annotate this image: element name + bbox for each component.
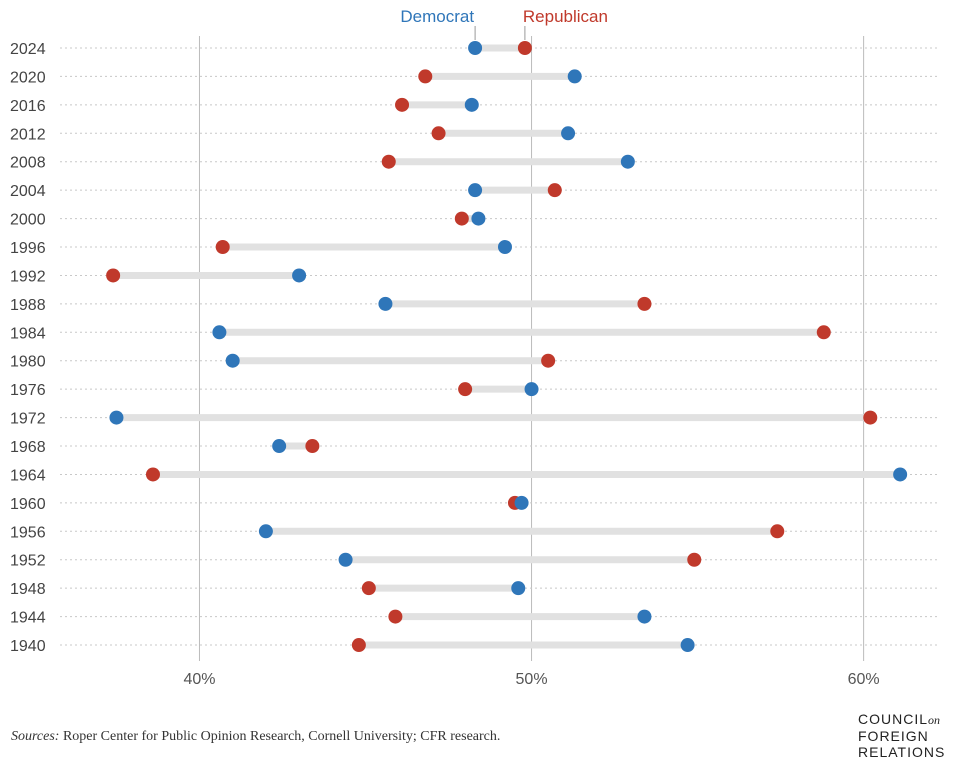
- dot-layer: [106, 41, 908, 653]
- year-label-2012: 2012: [10, 126, 46, 143]
- year-label-1980: 1980: [10, 354, 46, 371]
- democrat-dot-2016: [464, 97, 479, 112]
- democrat-dot-1952: [338, 552, 353, 567]
- year-label-1984: 1984: [10, 325, 46, 342]
- republican-dot-1968: [305, 439, 320, 454]
- legend-democrat-label: Democrat: [400, 7, 474, 26]
- logo-line1: COUNCIL: [858, 711, 929, 727]
- year-label-1940: 1940: [10, 638, 46, 655]
- year-label-2016: 2016: [10, 98, 46, 115]
- democrat-dot-1968: [272, 439, 287, 454]
- year-label-1972: 1972: [10, 411, 46, 428]
- year-label-1952: 1952: [10, 553, 46, 570]
- republican-dot-1940: [351, 638, 366, 653]
- year-label-2000: 2000: [10, 212, 46, 229]
- democrat-dot-1944: [637, 609, 652, 624]
- grid-layer: [60, 36, 940, 662]
- republican-dot-2020: [418, 69, 433, 84]
- x-tick-label-60: 60%: [848, 671, 880, 688]
- bar-layer: [113, 44, 901, 649]
- democrat-dot-1988: [378, 296, 393, 311]
- democrat-dot-1972: [109, 410, 124, 425]
- year-label-1956: 1956: [10, 524, 46, 541]
- legend-republican-label: Republican: [523, 7, 608, 26]
- republican-dot-1976: [458, 382, 473, 397]
- republican-dot-1944: [388, 609, 403, 624]
- year-label-1960: 1960: [10, 496, 46, 513]
- republican-dot-1964: [145, 467, 160, 482]
- democrat-dot-2000: [471, 211, 486, 226]
- democrat-dot-2008: [620, 154, 635, 169]
- dumbbell-chart: 40% 50% 60% 2024 2020 2016 2012 2008 2004 2000 199…: [10, 7, 940, 688]
- source-text: Roper Center for Public Opinion Research…: [59, 729, 501, 744]
- republican-dot-1972: [863, 410, 878, 425]
- democrat-dot-2024: [468, 41, 483, 55]
- democrat-dot-1996: [497, 240, 512, 255]
- democrat-dot-2020: [567, 69, 582, 84]
- republican-dot-2016: [395, 97, 410, 112]
- source-label: Sources:: [11, 729, 60, 744]
- year-label-1968: 1968: [10, 439, 46, 456]
- republican-dot-2008: [381, 154, 396, 169]
- year-label-1988: 1988: [10, 297, 46, 314]
- democrat-dot-1980: [225, 353, 240, 368]
- republican-dot-1980: [541, 353, 556, 368]
- democrat-dot-1956: [258, 524, 273, 539]
- democrat-dot-1976: [524, 382, 539, 397]
- x-tick-label-40: 40%: [183, 671, 215, 688]
- democrat-dot-1940: [680, 638, 695, 653]
- republican-dot-2000: [454, 211, 469, 226]
- republican-dot-2004: [547, 183, 562, 198]
- republican-dot-1948: [361, 581, 376, 596]
- x-tick-label-50: 50%: [516, 671, 548, 688]
- year-label-2008: 2008: [10, 155, 46, 172]
- republican-dot-2024: [517, 41, 532, 55]
- year-label-1944: 1944: [10, 610, 46, 627]
- republican-dot-1956: [770, 524, 785, 539]
- label-layer: 40% 50% 60% 2024 2020 2016 2012 2008 2004 2000 199…: [10, 41, 880, 688]
- source-note: Sources: Roper Center for Public Opinion…: [11, 729, 500, 745]
- democrat-dot-1960: [514, 495, 529, 510]
- year-label-2024: 2024: [10, 41, 46, 58]
- logo-line1-suffix: on: [928, 713, 941, 727]
- year-label-2020: 2020: [10, 69, 46, 86]
- republican-dot-2012: [431, 126, 446, 141]
- republican-dot-1996: [215, 240, 230, 255]
- year-label-2004: 2004: [10, 183, 46, 200]
- republican-dot-1992: [106, 268, 121, 283]
- cfr-logo: COUNCILon FOREIGN RELATIONS: [858, 711, 945, 760]
- democrat-dot-2012: [561, 126, 576, 141]
- year-label-1992: 1992: [10, 268, 46, 285]
- democrat-dot-1992: [292, 268, 307, 283]
- year-label-1976: 1976: [10, 382, 46, 399]
- year-label-1948: 1948: [10, 581, 46, 598]
- democrat-dot-1964: [893, 467, 908, 482]
- democrat-dot-1948: [511, 581, 526, 596]
- republican-dot-1988: [637, 296, 652, 311]
- year-label-1964: 1964: [10, 467, 46, 484]
- republican-dot-1984: [816, 325, 831, 340]
- legend: Democrat Republican: [400, 7, 608, 40]
- democrat-dot-1984: [212, 325, 227, 340]
- republican-dot-1952: [687, 552, 702, 567]
- year-label-1996: 1996: [10, 240, 46, 257]
- logo-line2: FOREIGN: [858, 728, 929, 744]
- logo-line3: RELATIONS: [858, 744, 946, 760]
- democrat-dot-2004: [468, 183, 483, 198]
